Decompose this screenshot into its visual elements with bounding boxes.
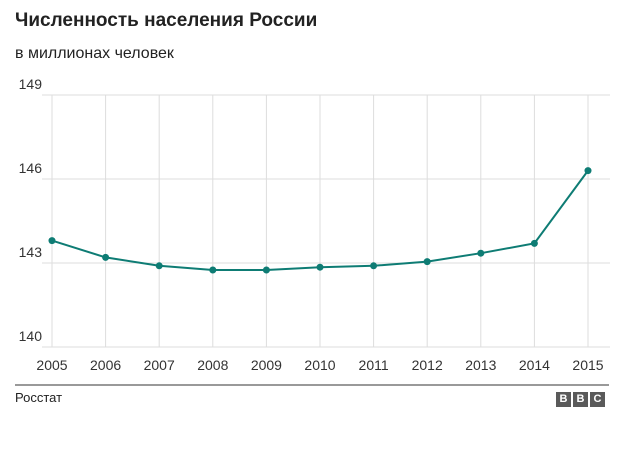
data-point-2013 (477, 249, 485, 257)
data-point-2014 (530, 239, 538, 247)
data-point-2008 (209, 266, 217, 274)
x-tick-label: 2014 (519, 357, 550, 373)
x-tick-label: 2006 (90, 357, 121, 373)
data-point-2007 (155, 262, 163, 270)
x-tick-label: 2013 (465, 357, 496, 373)
y-tick-label: 143 (19, 244, 43, 260)
data-point-2011 (370, 262, 378, 270)
x-tick-label: 2009 (251, 357, 282, 373)
data-point-2012 (423, 258, 431, 266)
source-label: Росстат (15, 390, 63, 405)
series-layer (48, 167, 592, 274)
y-tick-label: 140 (19, 328, 43, 344)
tick-labels: 140 143 146 149 2005 2006 2007 2008 2009 2010 2011… (19, 76, 604, 373)
y-tick-label: 149 (19, 76, 43, 92)
x-tick-label: 2012 (412, 357, 443, 373)
x-tick-label: 2010 (304, 357, 335, 373)
grid-lines (15, 94, 610, 386)
x-tick-label: 2008 (197, 357, 228, 373)
data-point-2010 (316, 263, 324, 271)
x-tick-label: 2005 (36, 357, 67, 373)
logo-letter-c: C (590, 392, 605, 407)
logo-letter-b2: B (573, 392, 588, 407)
bbc-logo: B B C (556, 392, 605, 407)
chart-title: Численность населения России (15, 10, 318, 31)
data-point-2005 (48, 237, 56, 245)
x-tick-label: 2007 (144, 357, 175, 373)
line-chart: 140 143 146 149 2005 2006 2007 2008 2009 2010 2011… (15, 76, 610, 386)
y-tick-label: 146 (19, 160, 43, 176)
logo-letter-b1: B (556, 392, 571, 407)
chart-subtitle: в миллионах человек (15, 45, 174, 62)
x-tick-label: 2015 (572, 357, 603, 373)
data-point-2006 (102, 253, 110, 261)
x-tick-label: 2011 (359, 357, 389, 373)
data-point-2009 (262, 266, 270, 274)
data-point-2015 (584, 167, 592, 175)
